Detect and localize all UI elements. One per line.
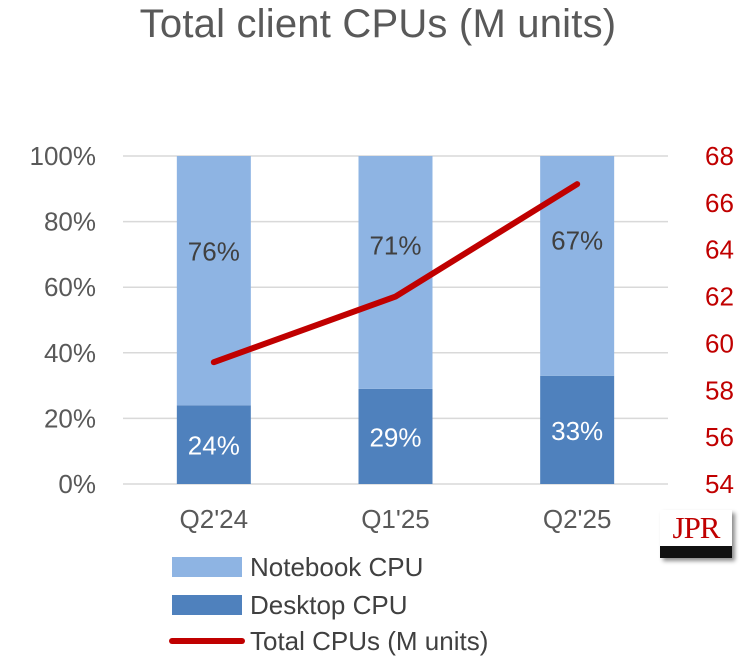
- logo-caption-strip: [660, 546, 732, 558]
- y-left-tick-label: 60%: [44, 272, 96, 302]
- y-right-tick-label: 66: [705, 188, 734, 218]
- bar-data-label: 76%: [188, 237, 240, 267]
- bar-desktop-cpusegment: [540, 375, 615, 484]
- y-right-tick-label: 60: [705, 328, 734, 358]
- y-right-tick-label: 56: [705, 422, 734, 452]
- y-right-tick-label: 58: [705, 375, 734, 405]
- y-left-tick-label: 40%: [44, 338, 96, 368]
- bar-desktop-cpusegment: [176, 405, 251, 484]
- x-tick-label: Q1'25: [361, 504, 430, 534]
- bar-data-label: 33%: [551, 416, 603, 446]
- legend-label: Notebook CPU: [250, 552, 423, 582]
- bar-data-label: 71%: [369, 230, 421, 260]
- legend-swatch: [172, 557, 242, 577]
- y-right-tick-label: 62: [705, 282, 734, 312]
- y-right-tick-label: 54: [705, 469, 734, 499]
- y-left-tick-label: 0%: [58, 469, 96, 499]
- bar-notebook-cpusegment: [540, 156, 615, 376]
- x-tick-label: Q2'24: [180, 504, 249, 534]
- y-left-tick-label: 100%: [30, 141, 97, 171]
- y-right-tick-label: 64: [705, 235, 734, 265]
- legend-swatch: [172, 595, 242, 615]
- y-left-tick-label: 20%: [44, 403, 96, 433]
- y-left-tick-label: 80%: [44, 207, 96, 237]
- legend-label: Total CPUs (M units): [250, 626, 488, 656]
- legend-label: Desktop CPU: [250, 590, 408, 620]
- logo-letters: JPR: [672, 510, 721, 545]
- bar-desktop-cpusegment: [358, 388, 433, 484]
- bar-data-label: 24%: [188, 431, 240, 461]
- y-right-tick-label: 68: [705, 141, 734, 171]
- x-tick-label: Q2'25: [543, 504, 612, 534]
- bar-data-label: 29%: [369, 422, 421, 452]
- bar-notebook-cpusegment: [176, 156, 251, 406]
- bar-notebook-cpusegment: [358, 156, 433, 389]
- bar-data-label: 67%: [551, 226, 603, 256]
- chart-title: Total client CPUs (M units): [139, 2, 617, 46]
- jpr-logo: JPR: [660, 510, 732, 558]
